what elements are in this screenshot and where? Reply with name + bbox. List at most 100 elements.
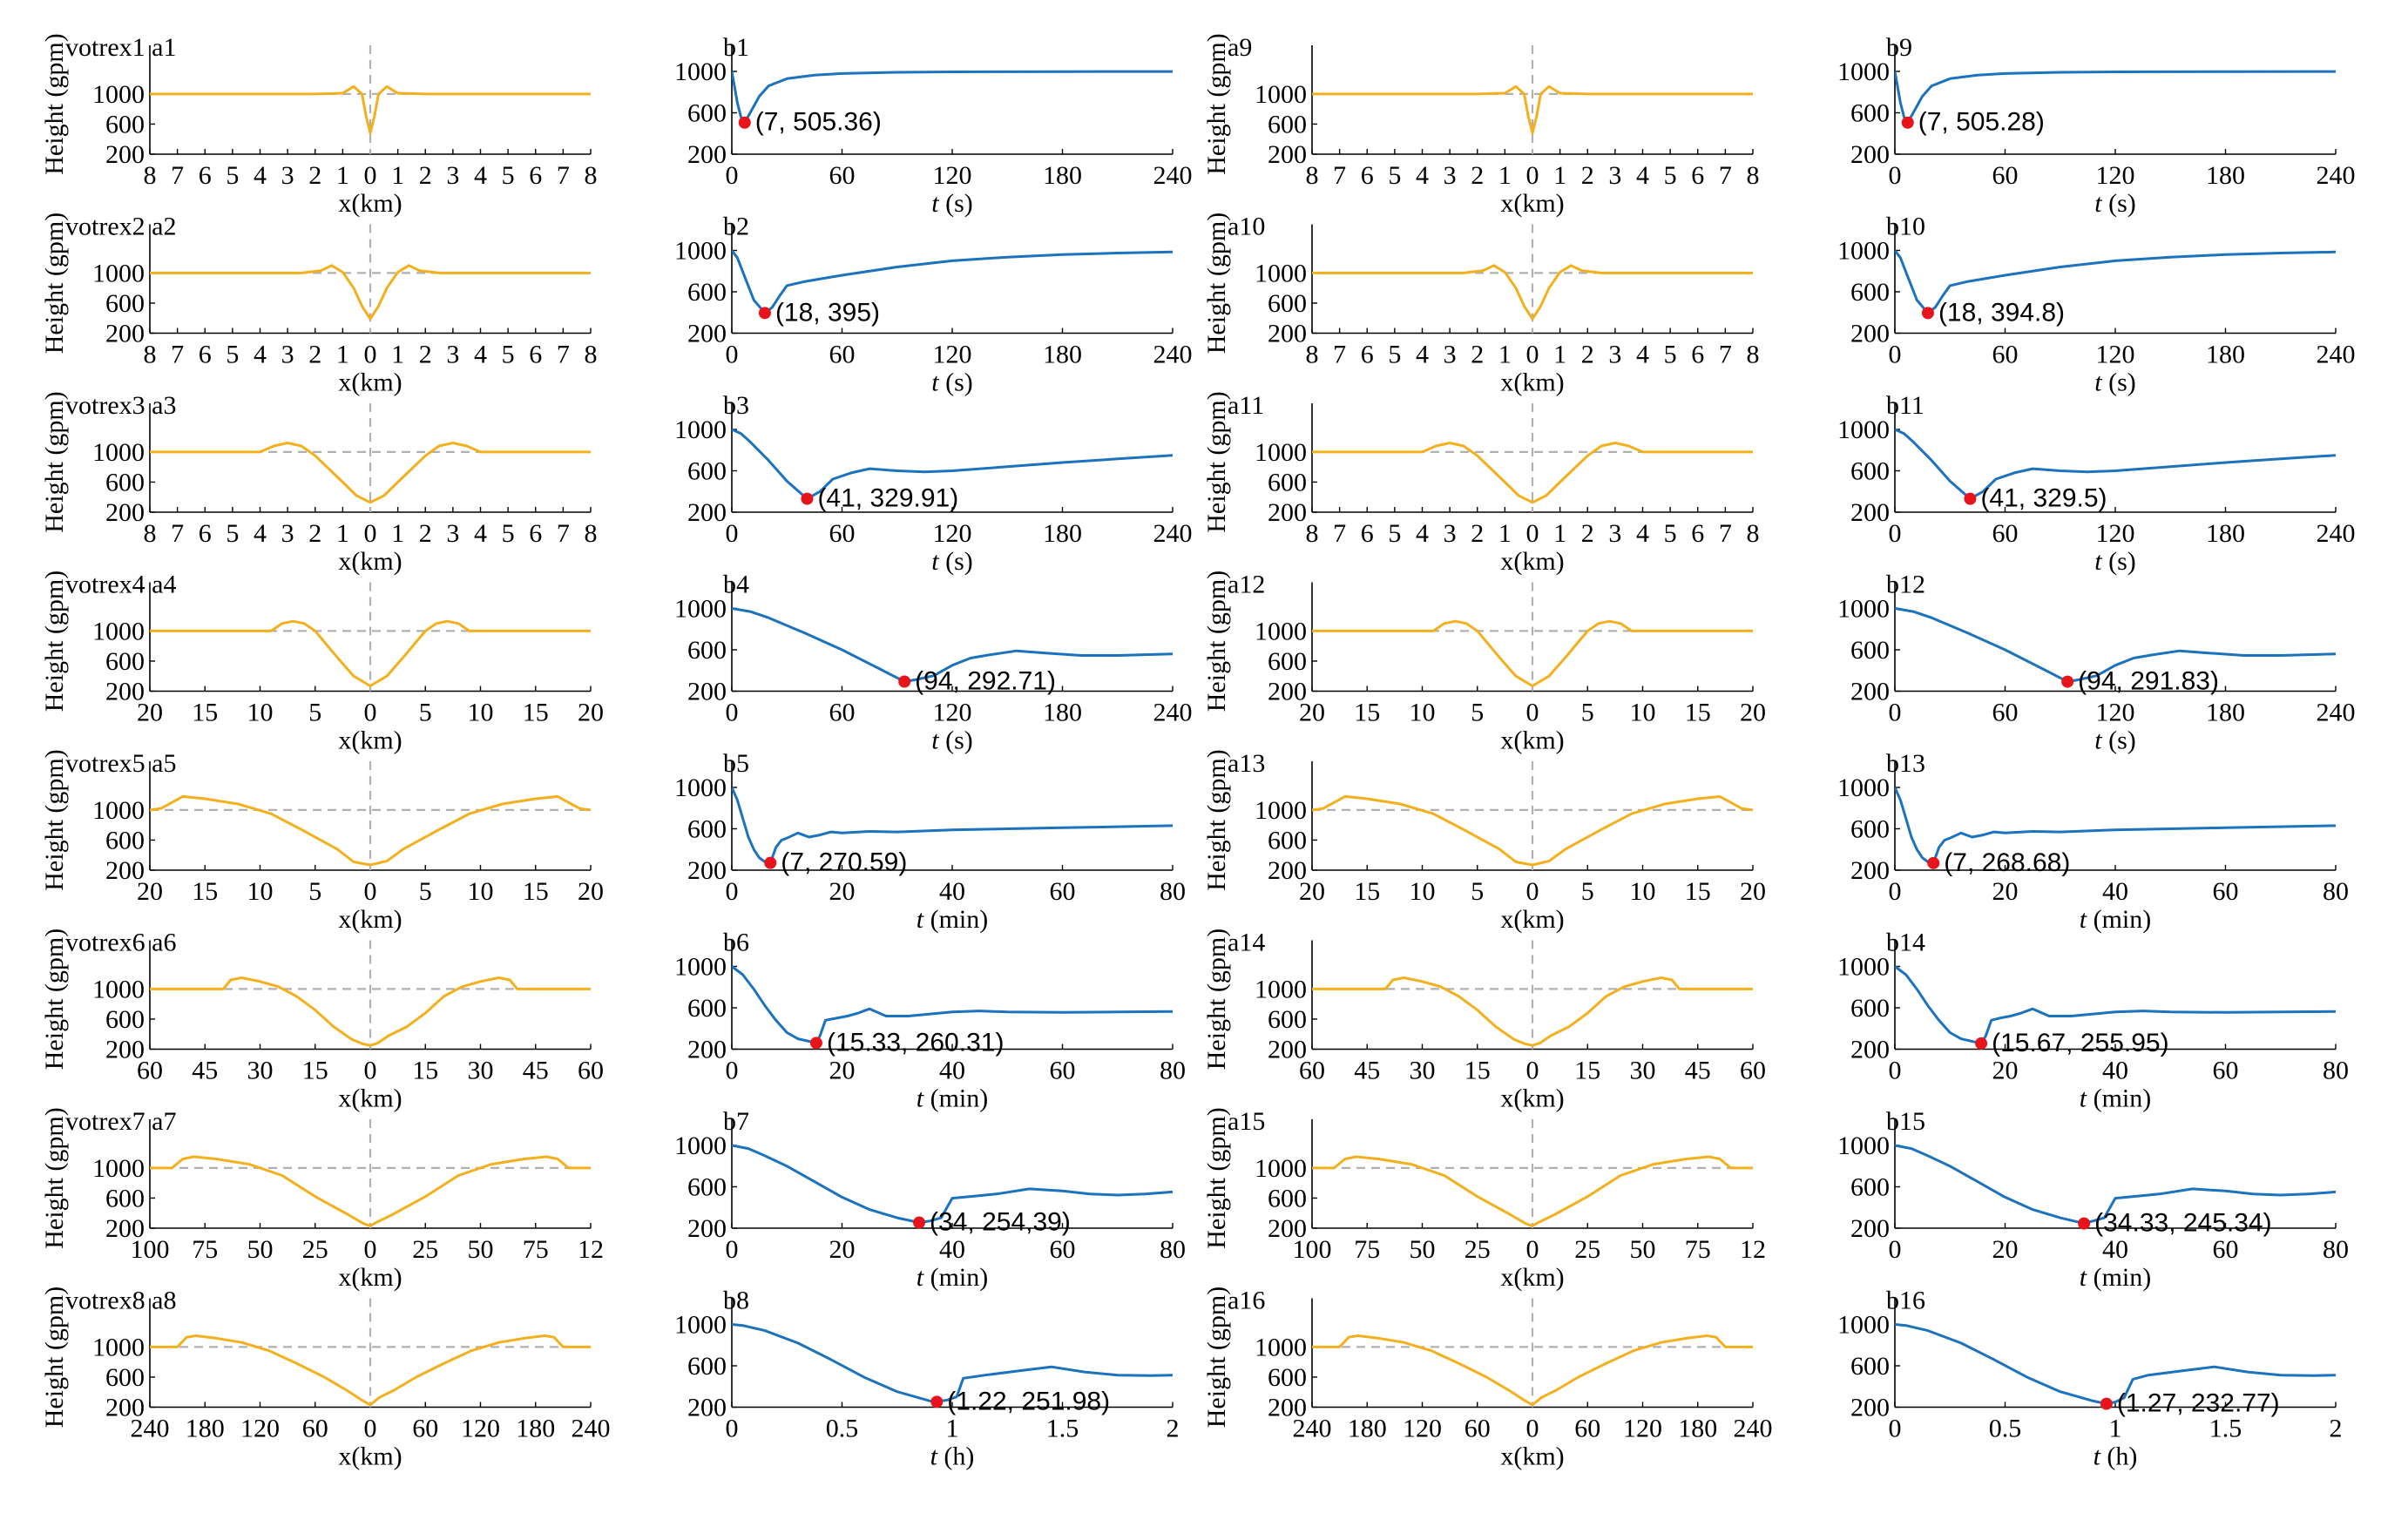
- x-tick-label: 15: [1354, 877, 1380, 906]
- profile-line: [150, 1155, 591, 1227]
- x-tick-label: 0: [726, 519, 739, 548]
- x-tick-label: 6: [199, 341, 212, 369]
- x-axis-label-t: t: [2080, 1084, 2087, 1113]
- y-axis-label: Height (gpm): [40, 571, 69, 712]
- x-tick-label: 240: [1153, 699, 1193, 727]
- series-line: [732, 1323, 1173, 1403]
- x-tick-label: 8: [585, 161, 598, 190]
- x-tick-label: 180: [1043, 341, 1082, 369]
- panel-b13: 200 600 1000 0 20 40 60 80 b13 t (min) (7, 268.68): [1837, 749, 2349, 934]
- x-tick-label: 6: [529, 341, 542, 369]
- y-tick-label: 200: [1850, 1394, 1890, 1422]
- min-point-marker: [758, 307, 771, 320]
- y-tick-label: 1000: [92, 796, 145, 825]
- x-axis-label: x(km): [1500, 1442, 1564, 1471]
- y-tick-label: 200: [1268, 1036, 1307, 1064]
- x-tick-label: 15: [1574, 1057, 1600, 1085]
- x-tick-label: 25: [1464, 1235, 1491, 1264]
- x-tick-label: 240: [2317, 519, 2356, 548]
- x-tick-label: 30: [468, 1057, 494, 1085]
- panel-title: votrex5 a5: [65, 749, 176, 778]
- x-tick-label: 0.5: [1989, 1415, 2022, 1443]
- x-tick-label: 45: [1354, 1057, 1380, 1085]
- x-tick-label: 0: [1526, 877, 1539, 906]
- x-tick-label: 20: [137, 699, 163, 727]
- x-tick-label: 1: [1498, 519, 1512, 548]
- x-tick-label: 5: [1581, 877, 1594, 906]
- x-tick-label: 0: [364, 699, 377, 727]
- x-tick-label: 20: [1299, 699, 1325, 727]
- min-point-label: (7, 270.59): [781, 848, 907, 877]
- x-tick-label: 120: [240, 1415, 280, 1443]
- y-tick-label: 200: [1850, 1214, 1890, 1243]
- x-tick-label: 240: [1153, 519, 1193, 548]
- profile-line: [150, 1334, 591, 1407]
- x-axis-label: t (s): [931, 726, 973, 755]
- y-tick-label: 1000: [1837, 953, 1890, 982]
- y-tick-label: 1000: [674, 953, 727, 982]
- panel-title: votrex3 a3: [65, 391, 176, 420]
- x-tick-label: 2: [1471, 519, 1484, 548]
- x-tick-label: 1: [1553, 341, 1566, 369]
- profile-line: [1312, 794, 1753, 867]
- y-tick-label: 1000: [674, 415, 727, 444]
- x-tick-label: 7: [171, 161, 184, 190]
- x-tick-label: 1: [391, 519, 404, 548]
- x-tick-label: 8: [1306, 341, 1319, 369]
- x-axis-label-t: t: [2094, 726, 2102, 755]
- x-tick-label: 1: [391, 341, 404, 369]
- x-tick-label: 8: [1747, 341, 1760, 369]
- x-tick-label: 180: [1043, 699, 1082, 727]
- x-tick-label: 5: [308, 699, 321, 727]
- x-tick-label: 7: [171, 341, 184, 369]
- y-tick-label: 600: [105, 110, 145, 138]
- x-axis-label: t (s): [2094, 368, 2136, 397]
- series-line: [1895, 1144, 2336, 1226]
- y-tick-label: 600: [687, 1352, 727, 1381]
- x-tick-label: 0: [1889, 341, 1902, 369]
- x-axis-label: x(km): [1500, 905, 1564, 934]
- x-axis-label: t (min): [917, 905, 989, 934]
- x-tick-label: 180: [1043, 161, 1082, 190]
- x-axis-label: t (s): [2094, 547, 2136, 576]
- profile-line: [150, 619, 591, 687]
- x-tick-label: 6: [529, 161, 542, 190]
- x-tick-label: 1: [1553, 519, 1566, 548]
- panel-title: votrex7 a7: [65, 1107, 176, 1136]
- panel-title: votrex6 a6: [65, 929, 176, 957]
- y-tick-label: 600: [1850, 815, 1890, 844]
- x-axis-label-t: t: [917, 1263, 924, 1292]
- panel-title: a14: [1228, 929, 1265, 957]
- x-tick-label: 8: [1747, 519, 1760, 548]
- x-axis-label: x(km): [338, 547, 402, 576]
- y-tick-label: 200: [105, 1036, 145, 1064]
- x-tick-label: 120: [933, 519, 972, 548]
- x-tick-label: 5: [502, 161, 515, 190]
- x-tick-label: 5: [1664, 161, 1677, 190]
- x-axis-label: x(km): [338, 1263, 402, 1292]
- x-tick-label: 240: [2317, 699, 2356, 727]
- x-tick-label: 60: [1992, 519, 2019, 548]
- x-tick-label: 5: [1471, 877, 1484, 906]
- x-tick-label: 60: [578, 1057, 604, 1085]
- x-tick-label: 5: [1664, 341, 1677, 369]
- x-tick-label: 1: [1498, 341, 1512, 369]
- x-tick-label: 20: [829, 877, 856, 906]
- y-axis-label: Height (gpm): [40, 929, 69, 1070]
- min-point-marker: [1964, 492, 1977, 505]
- y-tick-label: 600: [1850, 636, 1890, 665]
- series-line: [1895, 1323, 2336, 1406]
- x-tick-label: 15: [1464, 1057, 1491, 1085]
- x-tick-label: 75: [192, 1235, 218, 1264]
- x-tick-label: 4: [1416, 341, 1429, 369]
- x-tick-label: 3: [281, 341, 294, 369]
- x-tick-label: 6: [1361, 341, 1374, 369]
- y-tick-label: 200: [1268, 498, 1307, 527]
- y-axis-label: Height (gpm): [40, 749, 69, 890]
- x-tick-label: 3: [1608, 519, 1621, 548]
- x-tick-label: 40: [939, 1057, 965, 1085]
- x-tick-label: 15: [192, 877, 218, 906]
- y-tick-label: 200: [105, 320, 145, 348]
- x-tick-label: 60: [2213, 1057, 2239, 1085]
